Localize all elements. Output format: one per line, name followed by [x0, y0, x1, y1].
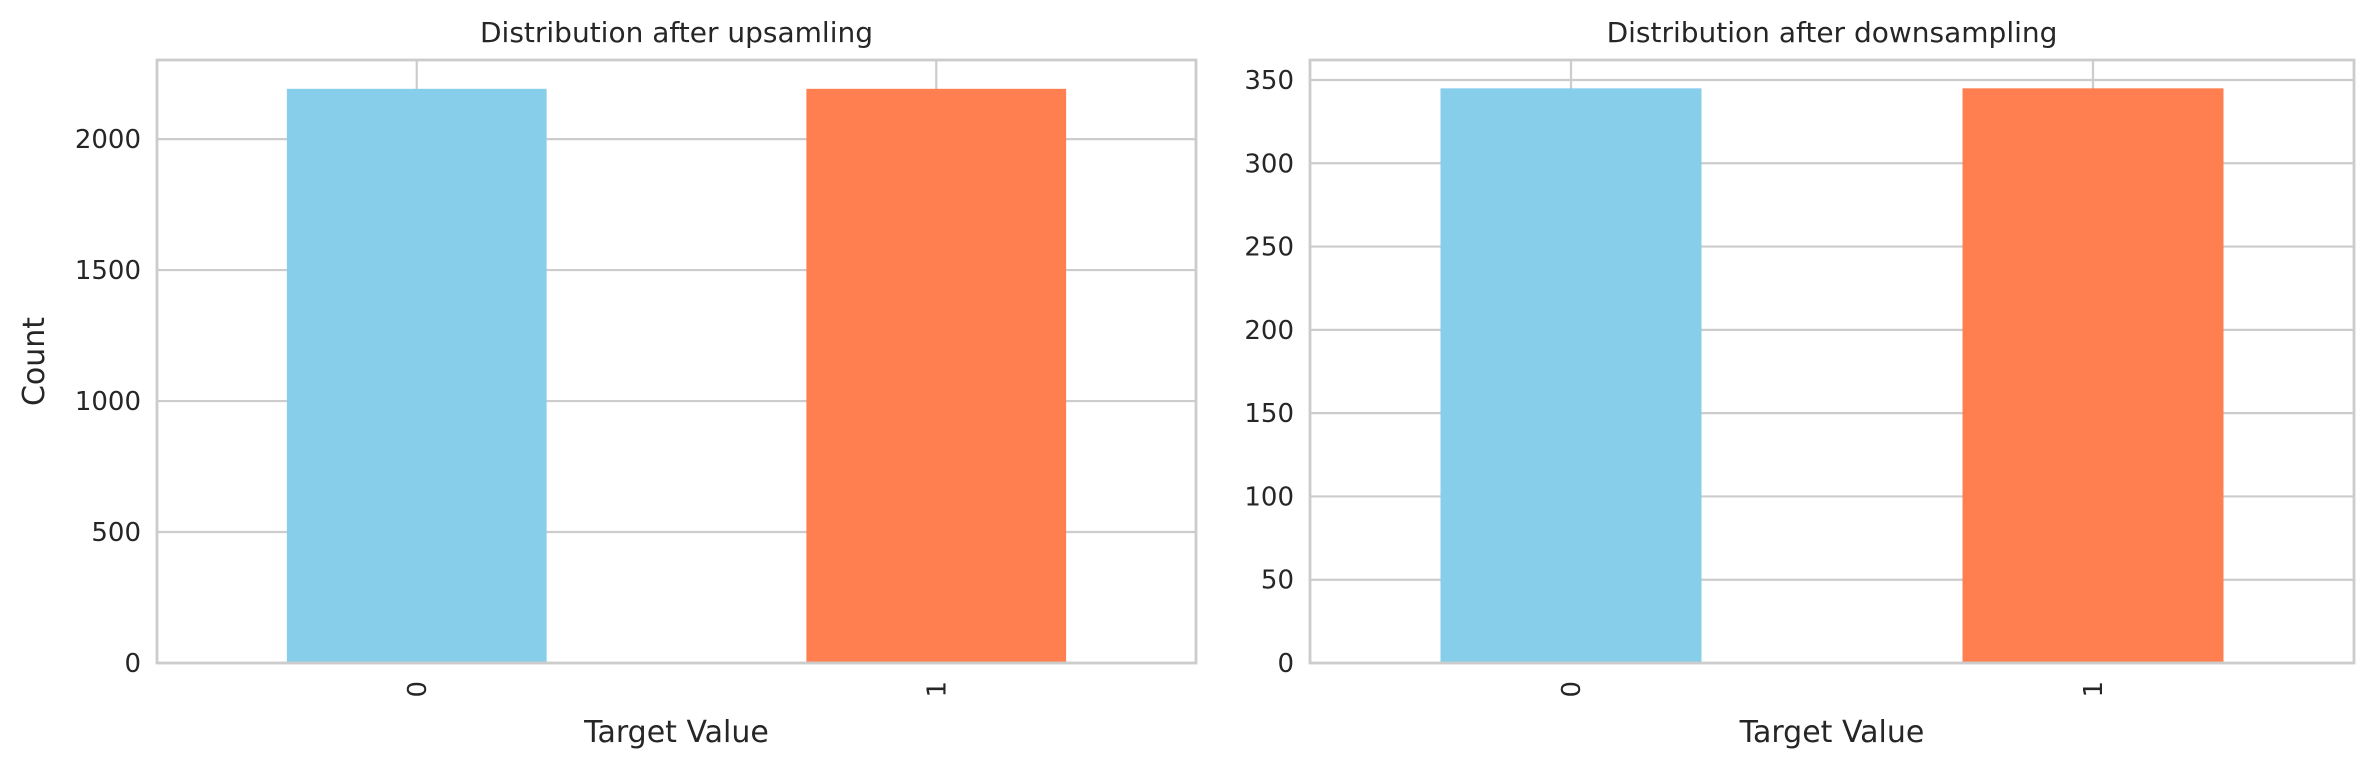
chart-title-downsampling: Distribution after downsampling [1607, 16, 2058, 49]
y-tick-label-downsampling: 150 [1244, 399, 1294, 429]
bar-0-downsampling [1440, 88, 1702, 663]
plot-frame-downsampling [1308, 58, 2356, 665]
y-tick-label-downsampling: 100 [1244, 482, 1294, 512]
chart-title-upsampling: Distribution after upsamling [480, 16, 873, 49]
y-tick-label-upsampling: 500 [91, 518, 141, 548]
plot-frame-upsampling [155, 58, 1198, 665]
y-tick-label-downsampling: 200 [1244, 316, 1294, 346]
x-tick-label-downsampling: 1 [2079, 681, 2109, 698]
bar-1-upsampling [806, 88, 1067, 663]
y-tick-label-downsampling: 50 [1261, 566, 1294, 596]
y-tick-label-upsampling: 1500 [75, 256, 141, 286]
bar-1-downsampling [1962, 88, 2224, 663]
y-tick-label-upsampling: 2000 [75, 125, 141, 155]
y-tick-label-downsampling: 0 [1277, 649, 1294, 679]
chart-downsampling: Distribution after downsampling Target V… [1244, 16, 2356, 750]
y-tick-label-upsampling: 1000 [75, 387, 141, 417]
y-tick-label-downsampling: 350 [1244, 66, 1294, 96]
chart-upsampling: Distribution after upsamling Target Valu… [17, 16, 1198, 750]
x-axis-label-downsampling: Target Value [1739, 715, 1925, 750]
x-tick-label-downsampling: 0 [1557, 681, 1587, 698]
x-tick-label-upsampling: 1 [922, 681, 952, 698]
y-tick-label-upsampling: 0 [124, 649, 141, 679]
y-tick-label-downsampling: 250 [1244, 233, 1294, 263]
y-axis-label-upsampling: Count [17, 317, 52, 406]
bar-0-upsampling [286, 88, 547, 663]
y-tick-label-downsampling: 300 [1244, 149, 1294, 179]
x-tick-label-upsampling: 0 [403, 681, 433, 698]
x-axis-label-upsampling: Target Value [583, 715, 769, 750]
